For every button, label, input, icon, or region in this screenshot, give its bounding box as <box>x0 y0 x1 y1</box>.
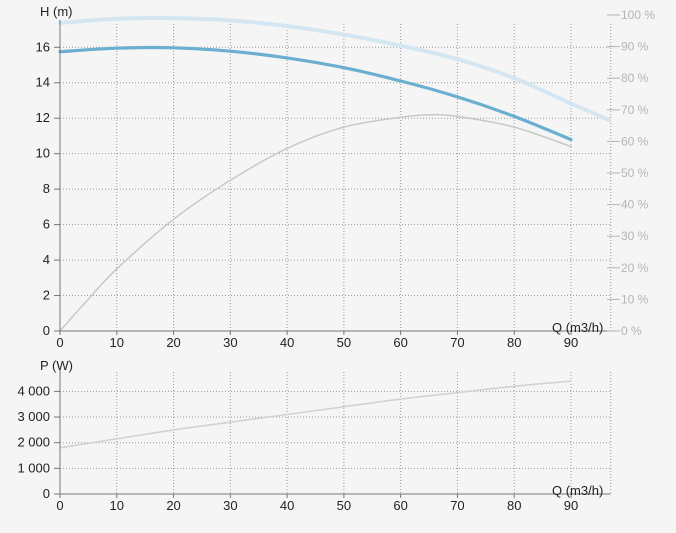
x-tick-label: 60 <box>393 335 407 350</box>
series-line <box>59 380 572 449</box>
y-tick-label: 3 000 <box>17 409 50 424</box>
power-chart-axes: 0 1 000 2 000 3 000 4 000 0 10 20 30 40 50 60 70 80 90 <box>17 370 611 513</box>
x-tick-label: 30 <box>223 498 237 513</box>
x-tick-label: 60 <box>393 498 407 513</box>
x-tick-label: 70 <box>450 498 464 513</box>
power-y-axis-label: P (W) <box>40 358 73 373</box>
x-tick-label: 70 <box>450 335 464 350</box>
x-tick-label: 90 <box>564 335 578 350</box>
y-tick-label: 10 <box>36 146 50 161</box>
y2-tick-label: 50 % <box>621 166 649 180</box>
head-chart-grid <box>60 24 612 331</box>
y2-tick-label: 90 % <box>621 40 649 54</box>
x-tick-label: 80 <box>507 498 521 513</box>
x-tick-label: 80 <box>507 335 521 350</box>
x-tick-label: 50 <box>337 498 351 513</box>
y-tick-label: 4 <box>43 252 50 267</box>
x-tick-label: 40 <box>280 335 294 350</box>
y2-tick-label: 60 % <box>621 134 649 148</box>
x-tick-label: 40 <box>280 498 294 513</box>
head-chart: 0 2 4 6 8 10 12 14 16 0 10 20 30 40 50 60 70 80 90 0 % 10 % 2… <box>36 4 656 350</box>
y2-tick-label: 10 % <box>621 292 649 306</box>
x-tick-label: 20 <box>166 498 180 513</box>
y-tick-label: 0 <box>43 486 50 501</box>
y-tick-label: 4 000 <box>17 383 50 398</box>
y-tick-label: 16 <box>36 39 50 54</box>
y2-tick-label: 40 % <box>621 198 649 212</box>
y2-tick-label: 80 % <box>621 71 649 85</box>
series-line <box>58 16 613 123</box>
power-chart: 0 1 000 2 000 3 000 4 000 0 10 20 30 40 50 60 70 80 90… <box>17 358 612 513</box>
y2-tick-label: 20 % <box>621 261 649 275</box>
y-tick-label: 8 <box>43 181 50 196</box>
y-tick-label: 2 000 <box>17 435 50 450</box>
y2-tick-label: 70 % <box>621 103 649 117</box>
x-tick-label: 30 <box>223 335 237 350</box>
x-tick-label: 50 <box>337 335 351 350</box>
series-line <box>58 45 573 142</box>
y-tick-label: 1 000 <box>17 460 50 475</box>
power-chart-grid <box>60 372 612 494</box>
x-tick-label: 10 <box>110 335 124 350</box>
power-chart-series <box>59 380 572 449</box>
x-tick-label: 0 <box>56 335 63 350</box>
y-tick-label: 0 <box>43 323 50 338</box>
y-tick-label: 14 <box>36 75 50 90</box>
y2-tick-label: 30 % <box>621 229 649 243</box>
head-x-axis-label: Q (m3/h) <box>552 320 603 335</box>
y2-tick-label: 0 % <box>621 324 642 338</box>
x-tick-label: 10 <box>110 498 124 513</box>
y-tick-label: 12 <box>36 110 50 125</box>
head-chart-axes: 0 2 4 6 8 10 12 14 16 0 10 20 30 40 50 60 70 80 90 0 % 10 % 2… <box>36 8 656 350</box>
x-tick-label: 90 <box>564 498 578 513</box>
x-tick-label: 20 <box>166 335 180 350</box>
head-chart-series <box>58 16 613 332</box>
x-tick-label: 0 <box>56 498 63 513</box>
head-y-axis-label: H (m) <box>40 4 73 19</box>
y-tick-label: 2 <box>43 288 50 303</box>
series-line <box>59 113 572 332</box>
power-x-axis-label: Q (m3/h) <box>552 483 603 498</box>
y-tick-label: 6 <box>43 217 50 232</box>
y2-tick-label: 100 % <box>621 8 655 22</box>
